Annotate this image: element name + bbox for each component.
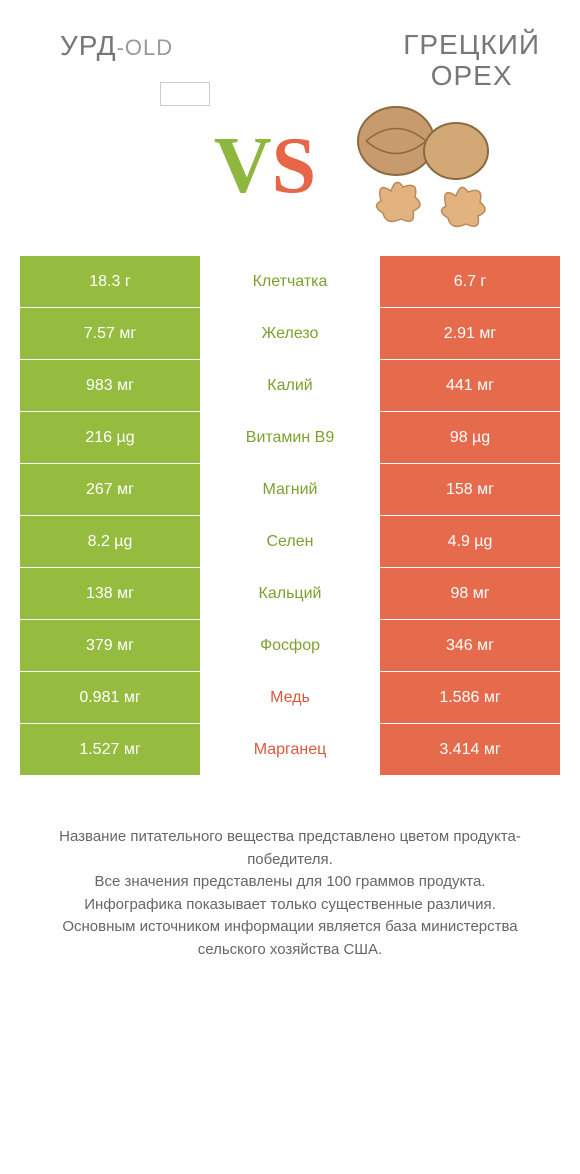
input-box[interactable] [160, 82, 210, 106]
vs-row: VS [0, 96, 580, 236]
cell-mid: Марганец [200, 724, 380, 775]
cell-mid: Медь [200, 672, 380, 723]
table-row: 267 мгМагний158 мг [20, 464, 560, 516]
cell-mid: Фосфор [200, 620, 380, 671]
title-right-line1: ГРЕЦКИЙ [403, 30, 540, 61]
cell-left: 379 мг [20, 620, 200, 671]
footer: Название питательного вещества представл… [30, 826, 550, 961]
cell-left: 216 µg [20, 412, 200, 463]
footer-line4: Основным источником информации является … [30, 916, 550, 961]
cell-right: 1.586 мг [380, 672, 560, 723]
title-right: ГРЕЦКИЙ ОРЕХ [403, 30, 540, 106]
cell-mid: Железо [200, 308, 380, 359]
cell-right: 2.91 мг [380, 308, 560, 359]
title-left-main: УРД [60, 30, 117, 61]
cell-mid: Витамин B9 [200, 412, 380, 463]
cell-right: 98 мг [380, 568, 560, 619]
cell-right: 158 мг [380, 464, 560, 515]
cell-left: 983 мг [20, 360, 200, 411]
cell-mid: Селен [200, 516, 380, 567]
cell-right: 3.414 мг [380, 724, 560, 775]
cell-left: 7.57 мг [20, 308, 200, 359]
table-row: 8.2 µgСелен4.9 µg [20, 516, 560, 568]
table-row: 18.3 гКлетчатка6.7 г [20, 256, 560, 308]
cell-left: 138 мг [20, 568, 200, 619]
title-right-line2: ОРЕХ [403, 61, 540, 92]
header: УРД-OLD ГРЕЦКИЙ ОРЕХ [0, 0, 580, 106]
vs-s: S [272, 122, 317, 210]
walnut-image [336, 96, 506, 236]
cell-mid: Магний [200, 464, 380, 515]
footer-line2: Все значения представлены для 100 граммо… [30, 871, 550, 894]
cell-mid: Кальций [200, 568, 380, 619]
cell-left: 18.3 г [20, 256, 200, 307]
cell-right: 6.7 г [380, 256, 560, 307]
cell-mid: Клетчатка [200, 256, 380, 307]
table-row: 379 мгФосфор346 мг [20, 620, 560, 672]
cell-left: 0.981 мг [20, 672, 200, 723]
cell-left: 1.527 мг [20, 724, 200, 775]
cell-right: 346 мг [380, 620, 560, 671]
table-row: 7.57 мгЖелезо2.91 мг [20, 308, 560, 360]
table-row: 983 мгКалий441 мг [20, 360, 560, 412]
vs-text: VS [214, 121, 316, 212]
footer-line3: Инфографика показывает только существенн… [30, 894, 550, 917]
title-left-suffix: -OLD [117, 35, 174, 60]
title-left: УРД-OLD [60, 30, 210, 106]
table-row: 138 мгКальций98 мг [20, 568, 560, 620]
footer-line1: Название питательного вещества представл… [30, 826, 550, 871]
table-row: 1.527 мгМарганец3.414 мг [20, 724, 560, 776]
comparison-table: 18.3 гКлетчатка6.7 г7.57 мгЖелезо2.91 мг… [20, 256, 560, 776]
cell-right: 98 µg [380, 412, 560, 463]
cell-left: 267 мг [20, 464, 200, 515]
cell-mid: Калий [200, 360, 380, 411]
table-row: 216 µgВитамин B998 µg [20, 412, 560, 464]
cell-right: 4.9 µg [380, 516, 560, 567]
vs-v: V [214, 122, 272, 210]
table-row: 0.981 мгМедь1.586 мг [20, 672, 560, 724]
cell-right: 441 мг [380, 360, 560, 411]
cell-left: 8.2 µg [20, 516, 200, 567]
